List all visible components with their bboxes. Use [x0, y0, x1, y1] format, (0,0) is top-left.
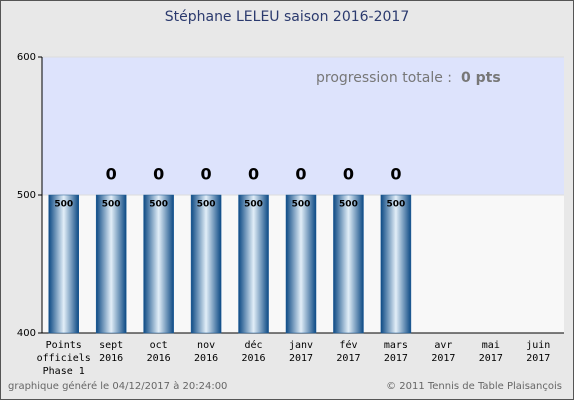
footer-left: graphique généré le 04/12/2017 à 20:24:0… — [8, 380, 227, 392]
x-tick-label: 2016 — [241, 353, 265, 364]
y-tick-label: 500 — [17, 190, 36, 201]
x-tick-label: 2016 — [147, 353, 171, 364]
progression-label: 0 — [106, 165, 117, 184]
plot-band — [42, 57, 564, 195]
bar — [190, 194, 222, 334]
x-tick-label: 2016 — [194, 353, 218, 364]
bar-value-label: 500 — [339, 200, 358, 210]
x-tick-label: avr — [434, 340, 452, 351]
y-tick-label: 600 — [17, 52, 36, 63]
x-tick-label: officiels — [37, 353, 91, 364]
x-tick-label: 2017 — [384, 353, 408, 364]
y-tick-label: 400 — [17, 328, 36, 339]
x-tick-label: fév — [339, 339, 357, 351]
progression-label: 0 — [390, 165, 401, 184]
x-tick-label: juin — [526, 340, 550, 351]
x-tick-label: sept — [99, 340, 123, 351]
bar-value-label: 500 — [54, 200, 73, 210]
bar — [333, 194, 364, 334]
x-tick-label: 2017 — [479, 353, 503, 364]
bar-value-label: 500 — [197, 200, 216, 210]
bar-value-label: 500 — [292, 200, 311, 210]
bar — [143, 194, 174, 334]
bar — [380, 194, 412, 334]
progression-label: 0 — [343, 165, 354, 184]
x-tick-label: janv — [289, 340, 313, 351]
x-tick-label: 2017 — [336, 353, 360, 364]
bar-value-label: 500 — [387, 200, 406, 210]
bar — [95, 194, 127, 334]
x-tick-label: oct — [150, 340, 168, 351]
bar-value-label: 500 — [149, 200, 168, 210]
x-tick-label: Points — [46, 340, 82, 351]
x-tick-label: mars — [384, 340, 408, 351]
x-tick-label: mai — [482, 340, 500, 351]
x-tick-label: 2017 — [526, 353, 550, 364]
progression-label: 0 — [153, 165, 164, 184]
x-tick-label: 2017 — [289, 353, 313, 364]
footer-right: © 2011 Tennis de Table Plaisançois — [386, 381, 562, 392]
bar — [285, 194, 317, 334]
bar-value-label: 500 — [102, 200, 121, 210]
x-tick-label: Phase 1 — [43, 366, 85, 377]
x-tick-label: 2016 — [99, 353, 123, 364]
x-tick-label: 2017 — [431, 353, 455, 364]
progression-label: 0 — [295, 165, 306, 184]
x-tick-label: déc — [245, 339, 263, 351]
x-tick-label: nov — [197, 340, 215, 351]
annotation-value: 0 pts — [461, 70, 501, 86]
chart-title: Stéphane LELEU saison 2016-2017 — [165, 9, 410, 25]
bar — [238, 194, 269, 334]
annotation-label: progression totale : — [316, 70, 452, 86]
bar — [48, 194, 79, 334]
progression-label: 0 — [201, 165, 212, 184]
bar-value-label: 500 — [244, 200, 263, 210]
progression-label: 0 — [248, 165, 259, 184]
